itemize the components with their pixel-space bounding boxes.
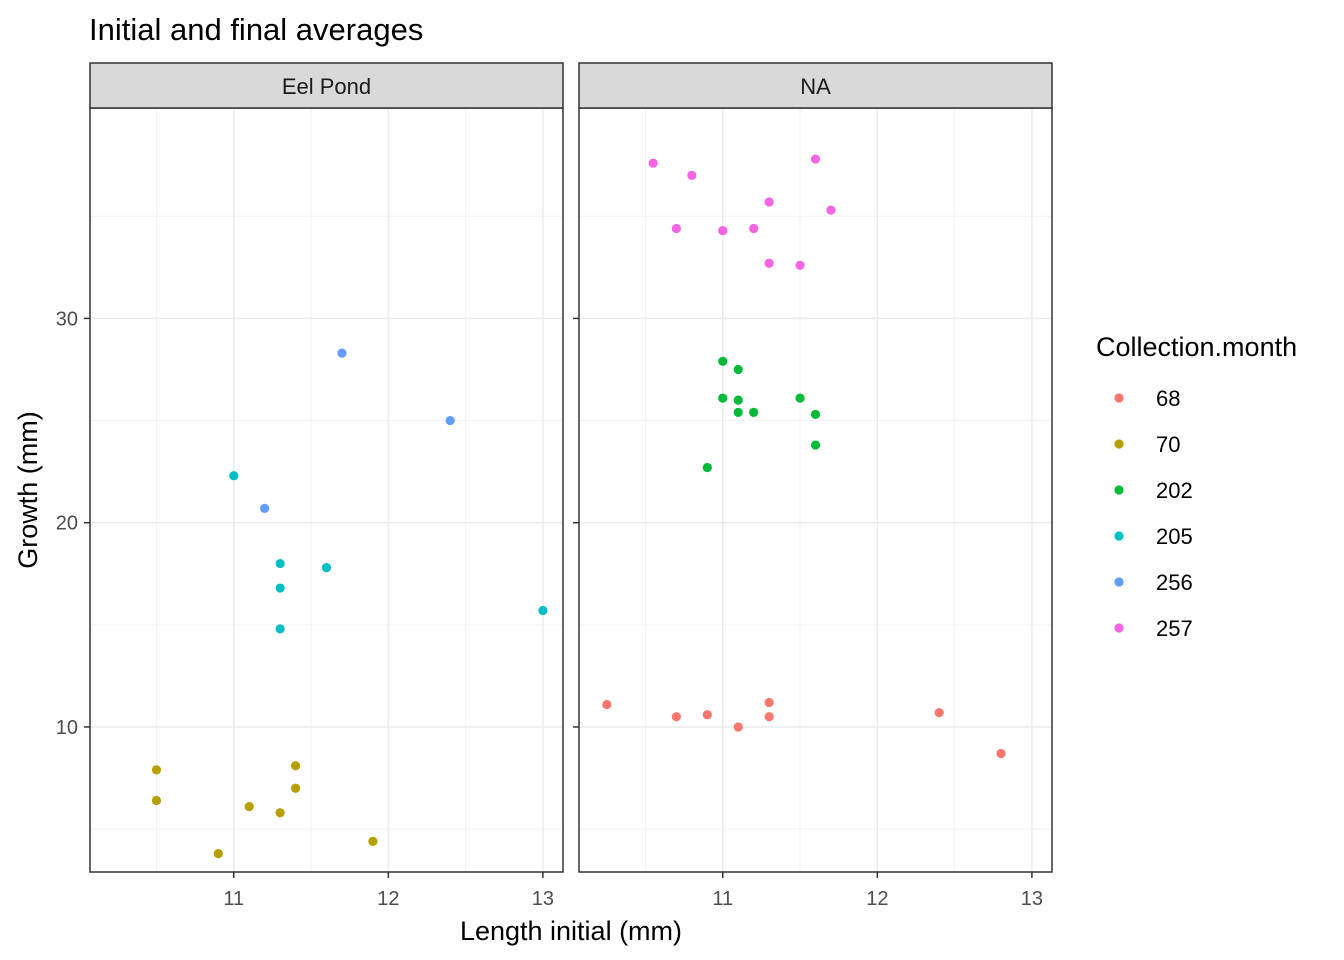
legend-item: 205	[1114, 524, 1193, 549]
facet-strip-label: Eel Pond	[282, 74, 371, 99]
legend-item: 202	[1114, 478, 1193, 503]
data-point	[602, 699, 612, 710]
legend-key	[1114, 577, 1124, 587]
data-point	[275, 624, 285, 634]
data-point	[290, 761, 301, 771]
legend-label: 257	[1156, 616, 1193, 641]
data-point	[749, 223, 759, 234]
y-tick-label: 20	[56, 513, 78, 535]
x-tick-label: 13	[532, 888, 554, 910]
data-point	[290, 783, 301, 793]
data-point	[213, 849, 223, 859]
data-point	[671, 223, 681, 234]
y-tick-label: 10	[56, 717, 78, 739]
y-axis-title: Growth (mm)	[13, 411, 43, 569]
data-point	[733, 364, 743, 375]
chart-title: Initial and final averages	[89, 12, 423, 47]
data-point	[275, 808, 285, 818]
data-point	[275, 583, 285, 593]
legend-title: Collection.month	[1096, 332, 1297, 362]
data-point	[764, 697, 774, 708]
legend-key	[1114, 531, 1124, 541]
data-point	[733, 722, 743, 732]
data-point	[826, 205, 836, 215]
legend-item: 257	[1114, 616, 1193, 641]
data-point	[702, 710, 712, 720]
data-point	[733, 395, 743, 405]
data-point	[749, 407, 759, 417]
facet-strip	[89, 62, 564, 109]
data-point	[795, 393, 805, 403]
data-point	[810, 440, 821, 450]
panel-background	[90, 108, 563, 872]
data-point	[934, 708, 944, 718]
x-tick-label: 11	[223, 888, 244, 910]
legend-key	[1114, 623, 1124, 633]
legend: Collection.month 68 70 202 205 256 257	[1096, 332, 1297, 641]
facet-panels: Eel Pond 11 12 13 10 20 30 NA 11 12 13	[56, 62, 1053, 910]
facet-panel: Eel Pond 11 12 13 10 20 30	[56, 62, 564, 910]
data-point	[275, 558, 285, 569]
data-point	[337, 348, 347, 358]
x-tick-label: 11	[712, 888, 733, 910]
data-point	[702, 462, 712, 473]
data-point	[718, 225, 728, 236]
legend-item: 68	[1114, 386, 1180, 411]
data-point	[671, 712, 681, 722]
data-point	[795, 260, 805, 270]
data-point	[244, 802, 254, 812]
legend-key	[1114, 393, 1124, 403]
legend-label: 256	[1156, 570, 1193, 595]
y-tick-label: 30	[56, 308, 78, 330]
data-point	[368, 836, 378, 846]
x-axis-title: Length initial (mm)	[460, 916, 682, 946]
x-tick-label: 12	[866, 888, 888, 910]
legend-key	[1114, 485, 1124, 495]
data-point	[151, 765, 162, 775]
data-point	[764, 258, 774, 268]
data-point	[229, 471, 239, 481]
legend-label: 68	[1156, 386, 1180, 411]
data-point	[810, 154, 821, 164]
data-point	[321, 563, 332, 573]
data-point	[260, 503, 270, 513]
legend-label: 70	[1156, 432, 1180, 457]
data-point	[718, 393, 728, 403]
data-point	[733, 407, 743, 417]
data-point	[764, 712, 774, 722]
data-point	[445, 415, 455, 426]
data-point	[810, 409, 821, 420]
data-point	[687, 170, 697, 181]
legend-label: 205	[1156, 524, 1193, 549]
data-point	[718, 356, 728, 366]
legend-item: 70	[1114, 432, 1180, 457]
x-tick-label: 13	[1021, 888, 1043, 910]
legend-item: 256	[1114, 570, 1193, 595]
facet-strip-label: NA	[800, 74, 831, 99]
legend-key	[1114, 439, 1124, 449]
facet-strip	[578, 62, 1053, 109]
legend-label: 202	[1156, 478, 1193, 503]
panel-background	[579, 108, 1052, 872]
data-point	[648, 158, 658, 168]
data-point	[996, 748, 1006, 759]
facet-panel: NA 11 12 13	[573, 62, 1053, 910]
data-point	[764, 197, 774, 207]
legend-items: 68 70 202 205 256 257	[1114, 386, 1193, 641]
x-tick-label: 12	[377, 888, 399, 910]
data-point	[538, 605, 548, 616]
data-point	[151, 795, 162, 806]
